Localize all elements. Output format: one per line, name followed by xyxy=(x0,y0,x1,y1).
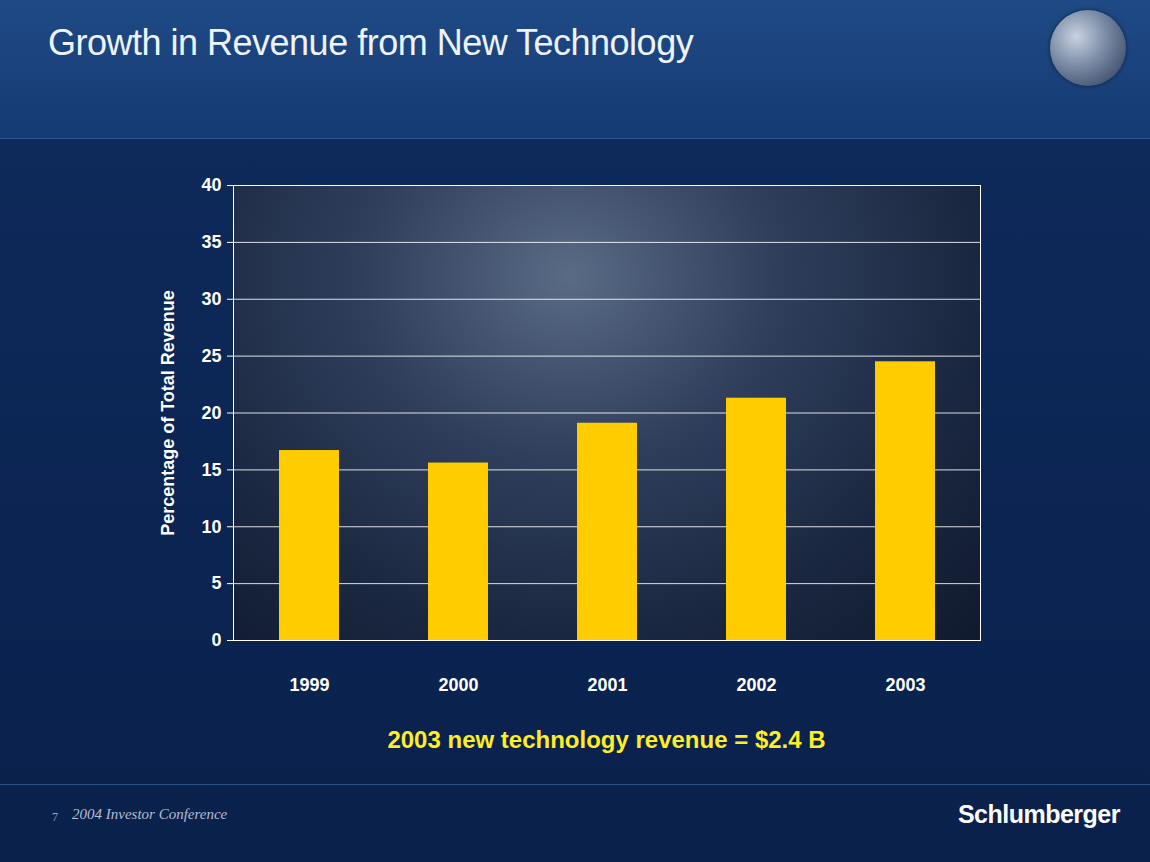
html-text:7: 7 xyxy=(52,810,58,824)
html-text:2003 new technology revenue =: 2003 new technology revenue = $2.4 B xyxy=(387,726,826,753)
svg-text:2002: 2002 xyxy=(736,675,776,695)
svg-text:40: 40 xyxy=(201,175,221,195)
svg-text:5: 5 xyxy=(211,573,221,593)
svg-text:2000: 2000 xyxy=(438,675,478,695)
html-text:Schlumberger: Schlumberger xyxy=(957,800,1120,828)
svg-text:15: 15 xyxy=(201,460,221,480)
svg-text:2003: 2003 xyxy=(885,675,925,695)
html-text:2004 Investor Conference: 2004 Investor Conference xyxy=(72,806,228,822)
svg-text:20: 20 xyxy=(201,403,221,423)
svg-text:2001: 2001 xyxy=(587,675,627,695)
svg-text:30: 30 xyxy=(201,289,221,309)
svg-text:1999: 1999 xyxy=(289,675,329,695)
svg-text:25: 25 xyxy=(201,346,221,366)
svg-text:Percentage of Total Revenue: Percentage of Total Revenue xyxy=(158,290,178,536)
svg-text:0: 0 xyxy=(211,630,221,650)
svg-text:35: 35 xyxy=(201,232,221,252)
svg-text:10: 10 xyxy=(201,517,221,537)
html-text:Growth in Revenue from New Tec: Growth in Revenue from New Technology xyxy=(48,22,694,63)
